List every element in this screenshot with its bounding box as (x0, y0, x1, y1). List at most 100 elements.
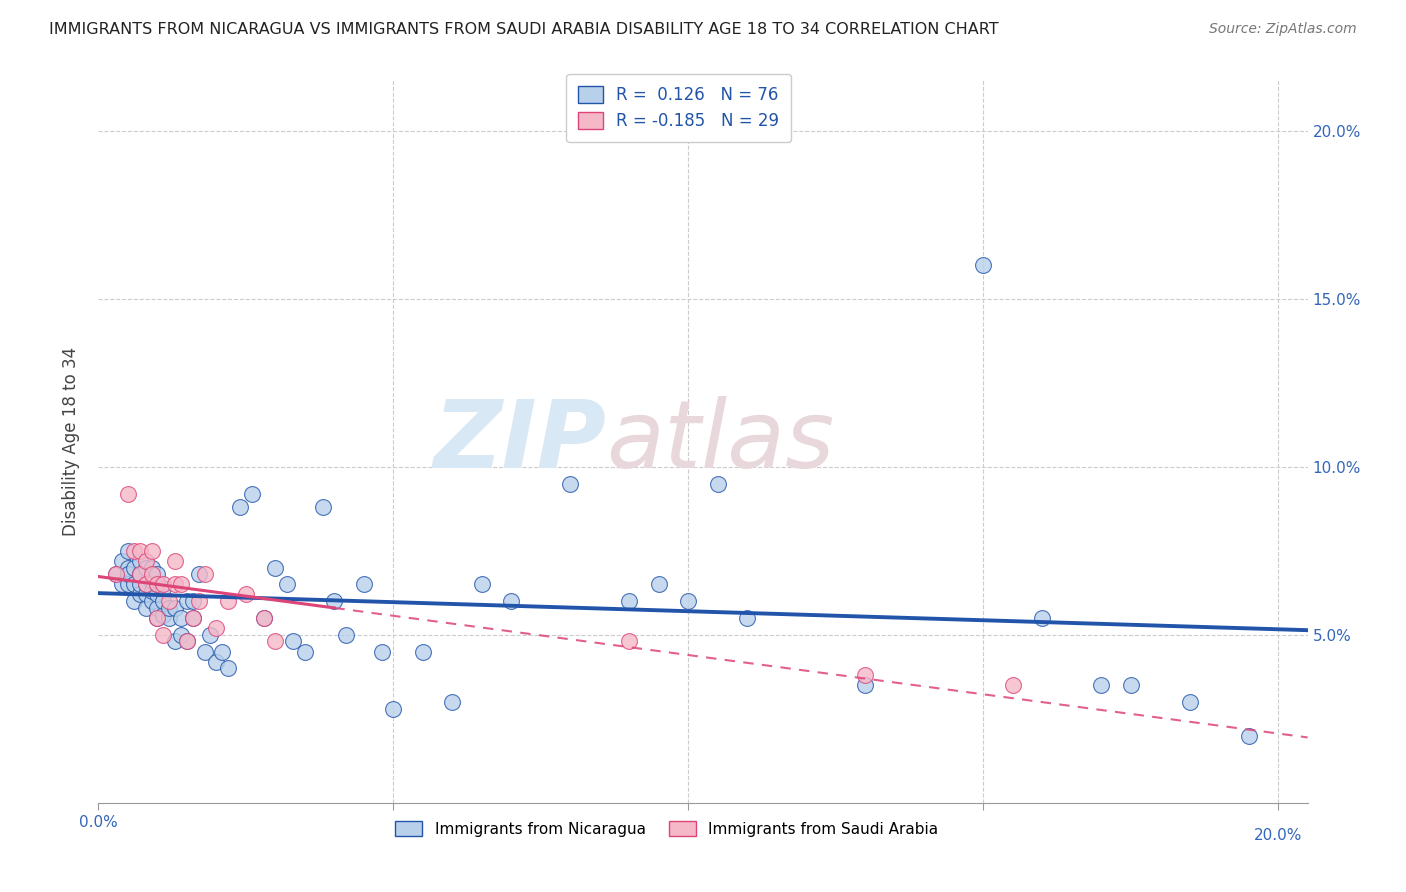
Point (152, 628, 174, 642)
Point (1031, 611, 1053, 625)
Point (1001, 678, 1024, 692)
Point (157, 594, 180, 608)
Point (141, 574, 163, 588)
Point (176, 634, 198, 648)
Point (128, 567, 150, 582)
Point (111, 554, 134, 568)
Point (122, 560, 145, 574)
Point (471, 577, 494, 591)
Y-axis label: Disability Age 18 to 34: Disability Age 18 to 34 (62, 347, 80, 536)
Point (128, 543, 150, 558)
Point (135, 560, 157, 574)
Point (135, 554, 157, 568)
Point (117, 577, 139, 591)
Point (264, 634, 287, 648)
Point (128, 587, 150, 601)
Point (281, 634, 304, 648)
Point (135, 600, 157, 615)
Point (122, 543, 145, 558)
Point (335, 628, 357, 642)
Point (619, 594, 641, 608)
Point (229, 500, 252, 514)
Point (200, 628, 222, 642)
Point (205, 655, 228, 669)
Point (146, 577, 169, 591)
Point (501, 594, 523, 608)
Point (165, 600, 187, 615)
Point (105, 567, 128, 582)
Point (176, 634, 198, 648)
Point (111, 577, 134, 591)
Point (157, 611, 180, 625)
Point (181, 611, 204, 625)
Point (141, 567, 163, 582)
Point (152, 607, 174, 622)
Point (146, 600, 169, 615)
Point (117, 486, 139, 500)
Point (181, 611, 204, 625)
Point (170, 611, 193, 625)
Point (353, 577, 375, 591)
Point (146, 611, 169, 625)
Point (122, 594, 145, 608)
Point (678, 594, 700, 608)
Point (176, 594, 198, 608)
Text: 20.0%: 20.0% (1254, 828, 1302, 843)
Point (1178, 695, 1201, 709)
Point (187, 594, 209, 608)
Point (252, 611, 274, 625)
Point (264, 560, 287, 574)
Point (141, 594, 163, 608)
Point (170, 577, 193, 591)
Point (619, 634, 641, 648)
Point (117, 567, 139, 582)
Point (146, 611, 169, 625)
Point (105, 567, 128, 582)
Point (853, 678, 876, 692)
Point (128, 567, 150, 582)
Point (194, 567, 217, 582)
Point (217, 594, 239, 608)
Point (240, 486, 263, 500)
Point (146, 577, 169, 591)
Point (972, 258, 994, 272)
Point (560, 476, 582, 491)
Text: IMMIGRANTS FROM NICARAGUA VS IMMIGRANTS FROM SAUDI ARABIA DISABILITY AGE 18 TO 3: IMMIGRANTS FROM NICARAGUA VS IMMIGRANTS … (49, 22, 998, 37)
Point (135, 587, 157, 601)
Text: atlas: atlas (606, 396, 835, 487)
Point (122, 577, 145, 591)
Point (135, 577, 157, 591)
Legend: Immigrants from Nicaragua, Immigrants from Saudi Arabia: Immigrants from Nicaragua, Immigrants fr… (385, 812, 948, 846)
Point (294, 644, 316, 658)
Point (152, 594, 174, 608)
Point (276, 577, 298, 591)
Point (187, 567, 209, 582)
Point (165, 577, 187, 591)
Point (141, 584, 163, 599)
Point (135, 577, 157, 591)
Point (323, 594, 346, 608)
Point (146, 567, 169, 582)
Point (735, 611, 758, 625)
Text: ZIP: ZIP (433, 395, 606, 488)
Point (217, 661, 239, 675)
Point (1119, 678, 1142, 692)
Point (205, 621, 228, 635)
Point (706, 476, 728, 491)
Point (1090, 678, 1112, 692)
Point (157, 600, 180, 615)
Point (235, 587, 257, 601)
Point (441, 695, 464, 709)
Point (128, 554, 150, 568)
Point (181, 594, 204, 608)
Point (382, 702, 405, 716)
Point (211, 644, 233, 658)
Point (146, 587, 169, 601)
Point (648, 577, 671, 591)
Point (152, 577, 174, 591)
Point (152, 581, 174, 595)
Point (141, 560, 163, 574)
Point (117, 543, 139, 558)
Point (412, 644, 434, 658)
Text: Source: ZipAtlas.com: Source: ZipAtlas.com (1209, 22, 1357, 37)
